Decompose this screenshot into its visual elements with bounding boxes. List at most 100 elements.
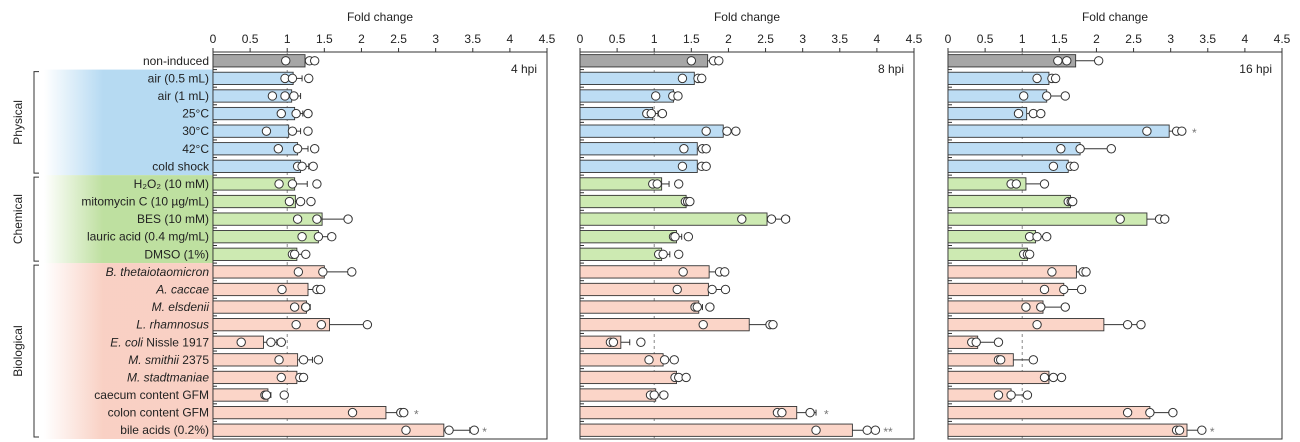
data-point: [1047, 267, 1057, 277]
data-point: [766, 214, 777, 224]
data-point: [870, 425, 881, 435]
data-point: [1013, 108, 1024, 119]
data-point: [652, 179, 662, 189]
data-point: [401, 425, 411, 435]
category-label: L. rhamnosus: [136, 318, 209, 332]
x-tick-label: 1.5: [316, 32, 333, 46]
data-point: [1056, 372, 1067, 383]
x-tick-label: 3: [799, 32, 806, 46]
data-point: [659, 355, 670, 365]
data-point: [1036, 302, 1046, 312]
bar: [579, 282, 709, 297]
bar: [212, 124, 290, 138]
group-label-chemical: Chemical: [11, 194, 25, 244]
data-point: [1142, 126, 1152, 136]
data-point: [679, 144, 689, 154]
data-point: [1032, 73, 1042, 84]
data-point: [737, 214, 747, 224]
bar: [579, 194, 687, 209]
x-tick-label: 4: [507, 32, 514, 46]
x-tick-label: 2: [1093, 32, 1100, 46]
data-point: [1168, 407, 1178, 418]
bar: [579, 247, 663, 261]
data-point: [347, 267, 357, 277]
category-label: bile acids (0.2%): [120, 423, 209, 437]
data-point: [995, 355, 1006, 365]
data-point: [1042, 232, 1052, 242]
data-point: [777, 407, 787, 418]
data-point: [1022, 390, 1033, 400]
bar: [579, 406, 798, 420]
data-point: [281, 56, 291, 66]
data-point: [313, 355, 324, 365]
bar: [947, 124, 1170, 138]
data-point: [1115, 214, 1125, 224]
data-point: [1011, 179, 1021, 189]
data-point: [1024, 249, 1035, 259]
data-point: [277, 284, 287, 295]
data-point: [284, 196, 295, 207]
group-band-chemical: [44, 175, 213, 264]
category-label: A. caccae: [155, 282, 209, 296]
data-point: [289, 302, 300, 312]
data-point: [677, 73, 688, 84]
x-tick-label: 4: [1242, 32, 1249, 46]
category-labels: non-induced air (0.5 mL) air (1 mL) 25°C 30°…: [81, 54, 210, 437]
category-label: DMSO (1%): [144, 247, 209, 261]
data-point: [1032, 232, 1042, 242]
significance-marker: *: [414, 408, 419, 422]
x-axis-title: Fold change: [347, 10, 413, 24]
data-point: [1032, 319, 1042, 330]
data-point: [347, 407, 358, 418]
data-point: [293, 267, 304, 277]
category-label: BES (10 mM): [137, 212, 209, 226]
data-point: [469, 425, 479, 435]
data-point: [1039, 372, 1050, 383]
x-tick-label: 3.5: [1199, 32, 1216, 46]
data-point: [1060, 91, 1070, 101]
bar: [212, 142, 299, 156]
data-point: [720, 284, 731, 295]
category-label: M. smithii 2375: [128, 353, 209, 367]
data-point: [701, 126, 711, 136]
category-label: E. coli Nissle 1917: [110, 335, 209, 349]
category-label: 42°C: [182, 142, 209, 156]
data-point: [722, 126, 732, 136]
data-point: [280, 91, 290, 101]
bar: [212, 194, 296, 209]
bar: [947, 230, 1037, 244]
bar: [947, 265, 1077, 279]
data-point: [1106, 144, 1116, 154]
x-tick-label: 4.5: [906, 32, 923, 46]
bar: [212, 212, 323, 226]
bar: [947, 194, 1071, 209]
data-point: [1048, 161, 1059, 172]
x-tick-label: 1: [284, 32, 291, 46]
data-point: [1145, 407, 1155, 418]
data-point: [1062, 56, 1072, 66]
data-point: [1081, 267, 1091, 277]
data-point: [651, 91, 661, 101]
data-point: [343, 214, 353, 224]
data-point: [1059, 284, 1069, 295]
category-label: caecum content GFM: [94, 388, 209, 402]
bar: [212, 282, 309, 297]
data-point: [1067, 196, 1078, 207]
bar: [212, 54, 306, 68]
data-point: [287, 179, 298, 189]
data-point: [674, 179, 684, 189]
data-point: [318, 267, 328, 277]
category-label: 25°C: [182, 107, 209, 121]
category-label: air (1 mL): [158, 89, 209, 103]
x-tick-label: 3: [432, 32, 439, 46]
data-point: [289, 91, 299, 101]
category-label: air (0.5 mL): [148, 71, 209, 85]
data-point: [308, 161, 318, 172]
data-point: [1093, 56, 1104, 66]
bar: [947, 423, 1188, 437]
data-point: [1069, 161, 1079, 172]
data-point: [971, 337, 981, 347]
data-point: [1036, 108, 1046, 119]
x-tick-label: 1: [651, 32, 658, 46]
